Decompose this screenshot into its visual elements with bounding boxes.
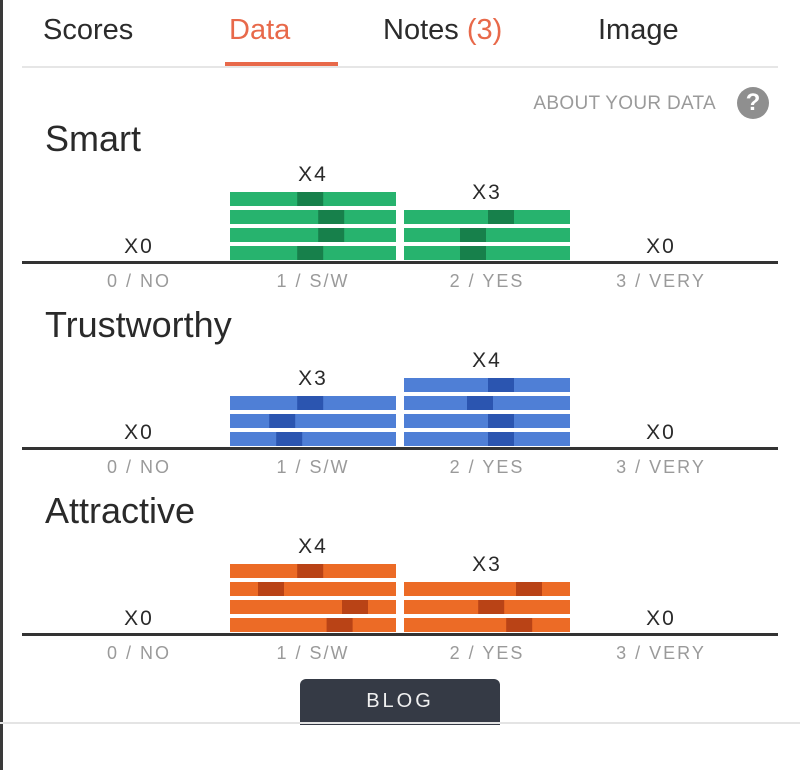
bar-segment-marker bbox=[318, 210, 345, 224]
bars-area bbox=[230, 564, 570, 632]
active-tab-indicator bbox=[225, 62, 338, 66]
bars-area bbox=[230, 192, 570, 260]
bar-segment bbox=[230, 618, 396, 632]
bar-count-label: X3 bbox=[472, 553, 502, 576]
bar-segment-marker bbox=[297, 564, 324, 578]
category-tick-label: 1 / S/W bbox=[276, 271, 350, 291]
category-tick-label: 2 / YES bbox=[449, 271, 525, 291]
bars-area bbox=[230, 378, 570, 446]
category-tick-label: 3 / VERY bbox=[616, 643, 706, 663]
bar-segment-marker bbox=[342, 600, 368, 614]
category-tick-label: 1 / S/W bbox=[276, 643, 350, 663]
tab-bar: Scores Data Notes (3) Image bbox=[22, 0, 778, 68]
bar-segment bbox=[230, 210, 396, 224]
bar-segment-marker bbox=[488, 210, 514, 224]
category-tick-label: 1 / S/W bbox=[276, 457, 350, 477]
bar-segment bbox=[230, 414, 396, 428]
category-tick-label: 2 / YES bbox=[449, 643, 525, 663]
blog-button[interactable]: BLOG bbox=[300, 679, 500, 725]
bottom-divider bbox=[0, 722, 800, 724]
notes-count-badge: (3) bbox=[466, 14, 503, 46]
bar-segment bbox=[404, 582, 570, 596]
tab-notes[interactable]: Notes (3) bbox=[383, 14, 502, 47]
bar-count-label: X3 bbox=[472, 181, 502, 204]
bar-count-label: X4 bbox=[298, 163, 328, 186]
bar-segment-marker bbox=[488, 378, 514, 392]
bar-segment-marker bbox=[297, 396, 324, 410]
bar-segment-marker bbox=[478, 600, 505, 614]
tab-image[interactable]: Image bbox=[598, 14, 679, 46]
bar-segment bbox=[230, 228, 396, 242]
bar-segment bbox=[404, 378, 570, 392]
chart-title: Smart bbox=[45, 118, 142, 159]
chart-smart: Smart X0 0 / NO X4 1 / S/W X3 2 / YES X0 3 / VE… bbox=[0, 118, 800, 291]
bar-segment-marker bbox=[488, 414, 514, 428]
bar-count-label: X0 bbox=[124, 235, 154, 258]
chart-trustworthy: Trustworthy X0 0 / NO X3 1 / S/W X4 2 / YES X0… bbox=[0, 304, 800, 477]
bar-segment bbox=[404, 210, 570, 224]
bar-segment-marker bbox=[318, 228, 345, 242]
bar-segment bbox=[404, 228, 570, 242]
chart-title: Attractive bbox=[45, 490, 196, 531]
bar-count-label: X3 bbox=[298, 367, 328, 390]
bar-segment-marker bbox=[488, 432, 514, 446]
category-tick-label: 3 / VERY bbox=[616, 457, 706, 477]
bar-segment bbox=[230, 600, 396, 614]
chart-baseline bbox=[22, 447, 778, 450]
bar-count-label: X4 bbox=[472, 349, 502, 372]
tab-notes-label: Notes bbox=[383, 14, 459, 46]
category-tick-label: 0 / NO bbox=[106, 271, 171, 291]
chart-baseline bbox=[22, 261, 778, 264]
bar-segment bbox=[404, 414, 570, 428]
bar-segment-marker bbox=[258, 582, 284, 596]
chart-attractive: Attractive X0 0 / NO X4 1 / S/W X3 2 / YES X0 3… bbox=[0, 490, 800, 663]
left-border bbox=[0, 0, 3, 770]
category-tick-label: 0 / NO bbox=[106, 457, 171, 477]
bar-segment bbox=[230, 582, 396, 596]
category-tick-label: 2 / YES bbox=[449, 457, 525, 477]
bar-count-label: X0 bbox=[646, 235, 676, 258]
bar-segment bbox=[404, 432, 570, 446]
bar-count-label: X0 bbox=[124, 421, 154, 444]
category-tick-label: 0 / NO bbox=[106, 643, 171, 663]
tab-data[interactable]: Data bbox=[229, 14, 291, 46]
bar-segment bbox=[404, 246, 570, 260]
bar-count-label: X4 bbox=[298, 535, 328, 558]
bar-segment-marker bbox=[297, 246, 324, 260]
bar-count-label: X0 bbox=[124, 607, 154, 630]
bar-segment bbox=[404, 618, 570, 632]
bar-segment-marker bbox=[506, 618, 533, 632]
chart-title: Trustworthy bbox=[45, 304, 232, 345]
tab-scores[interactable]: Scores bbox=[43, 14, 134, 46]
bar-segment-marker bbox=[326, 618, 353, 632]
bar-segment-marker bbox=[467, 396, 493, 410]
category-tick-label: 3 / VERY bbox=[616, 271, 706, 291]
bar-segment-marker bbox=[276, 432, 303, 446]
bar-segment-marker bbox=[460, 246, 486, 260]
bar-segment-marker bbox=[297, 192, 324, 206]
about-your-data-link[interactable]: ABOUT YOUR DATA bbox=[533, 93, 716, 114]
bar-segment-marker bbox=[269, 414, 296, 428]
bar-segment-marker bbox=[516, 582, 542, 596]
help-icon[interactable]: ? bbox=[737, 87, 769, 119]
bar-segment-marker bbox=[460, 228, 486, 242]
bar-segment bbox=[230, 432, 396, 446]
bar-count-label: X0 bbox=[646, 421, 676, 444]
chart-baseline bbox=[22, 633, 778, 636]
bar-count-label: X0 bbox=[646, 607, 676, 630]
